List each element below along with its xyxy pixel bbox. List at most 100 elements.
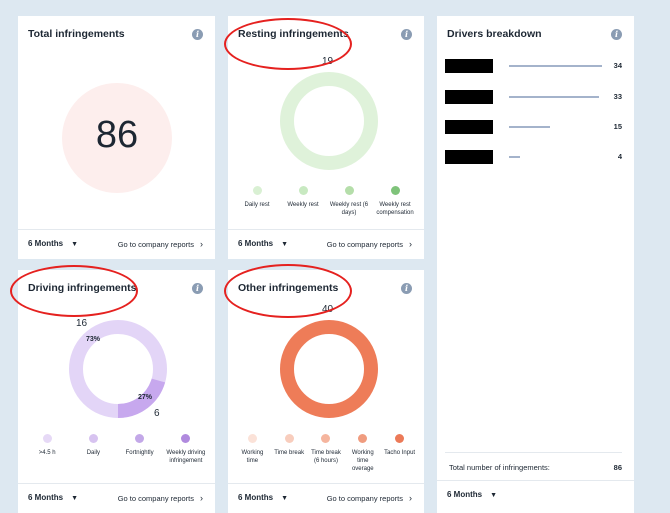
resting-ring <box>280 72 378 170</box>
driver-row[interactable]: 34 <box>445 59 622 73</box>
legend-item: Weekly rest (6 days) <box>327 186 371 217</box>
period-label: 6 Months <box>238 493 274 502</box>
legend-item: Weekly rest <box>281 186 325 217</box>
card-footer: 6 Months ▼ Go to company reports › <box>228 483 424 513</box>
legend-item: Tacho Input <box>383 434 417 473</box>
card-footer: 6 Months ▼ Go to company reports › <box>228 229 424 259</box>
legend-item: Weekly driving infringement <box>164 434 208 465</box>
drivers-breakdown-card: Drivers breakdown i 34 33 15 4 Total num… <box>437 16 634 513</box>
card-title: Total infringements <box>28 28 125 40</box>
caret-down-icon: ▼ <box>71 241 79 248</box>
legend-dot <box>321 434 331 443</box>
info-icon[interactable]: i <box>401 283 412 294</box>
period-dropdown[interactable]: 6 Months ▼ <box>238 239 288 248</box>
driver-value: 15 <box>613 122 622 131</box>
ring-percent-small: 27% <box>138 394 153 401</box>
legend-label: Time break (6 hours) <box>311 450 341 464</box>
caret-down-icon: ▼ <box>281 495 289 502</box>
period-label: 6 Months <box>238 239 274 248</box>
info-icon[interactable]: i <box>192 283 203 294</box>
legend-dot <box>135 434 145 443</box>
report-link-label: Go to company reports <box>326 494 403 503</box>
legend-label: >4.5 h <box>38 450 56 456</box>
chevron-right-icon: › <box>200 493 203 503</box>
legend-dot <box>284 434 294 443</box>
legend-label: Tacho Input <box>384 450 416 456</box>
redacted-driver-name <box>445 120 493 134</box>
legend-item: Daily rest <box>235 186 279 217</box>
driver-value: 34 <box>613 61 622 70</box>
legend-dot <box>42 434 52 443</box>
legend-item: Fortnightly <box>118 434 162 465</box>
annotation-oval-driving <box>10 265 138 317</box>
chevron-right-icon: › <box>200 239 203 249</box>
legend-label: Weekly driving infringement <box>166 450 206 464</box>
driver-value: 33 <box>613 92 622 101</box>
driver-row[interactable]: 15 <box>445 120 622 134</box>
redacted-driver-name <box>445 59 493 73</box>
ring-segment-small <box>117 378 166 418</box>
period-label: 6 Months <box>28 239 64 248</box>
total-divider <box>445 452 622 453</box>
driver-row[interactable]: 33 <box>445 90 622 104</box>
chart-legend: >4.5 h Daily Fortnightly Weekly driving … <box>18 434 215 465</box>
total-label: Total number of infringements: <box>449 463 550 472</box>
card-footer: 6 Months ▼ Go to company reports › <box>18 229 215 259</box>
card-footer: 6 Months ▼ <box>437 480 634 510</box>
legend-item: Time break (6 hours) <box>309 434 343 473</box>
other-ring <box>280 320 378 418</box>
legend-label: Weekly rest compensation <box>376 202 414 216</box>
total-infringements-card: Total infringements i 86 6 Months ▼ Go to… <box>18 16 215 259</box>
driver-bar <box>509 65 602 67</box>
chart-legend: Daily rest Weekly rest Weekly rest (6 da… <box>228 186 424 217</box>
legend-label: Weekly rest (6 days) <box>329 202 369 216</box>
legend-dot <box>344 186 354 195</box>
redacted-driver-name <box>445 90 493 104</box>
company-reports-link[interactable]: Go to company reports › <box>327 493 412 503</box>
driver-bar <box>509 156 520 158</box>
legend-item: Daily <box>71 434 115 465</box>
period-dropdown[interactable]: 6 Months ▼ <box>28 493 78 502</box>
legend-dot <box>298 186 308 195</box>
legend-item: Time break <box>272 434 306 473</box>
report-link-label: Go to company reports <box>326 240 403 249</box>
report-link-label: Go to company reports <box>117 494 194 503</box>
period-dropdown[interactable]: 6 Months ▼ <box>238 493 288 502</box>
ring-count: 16 <box>76 318 88 329</box>
driver-value: 4 <box>617 152 622 161</box>
company-reports-link[interactable]: Go to company reports › <box>327 239 412 249</box>
total-value: 86 <box>95 114 139 156</box>
info-icon[interactable]: i <box>611 29 622 40</box>
legend-dot <box>181 434 191 443</box>
annotation-oval-other <box>224 264 352 318</box>
driver-row[interactable]: 4 <box>445 150 622 164</box>
card-footer: 6 Months ▼ Go to company reports › <box>18 483 215 513</box>
period-label: 6 Months <box>447 490 483 499</box>
legend-label: Daily rest <box>244 202 270 208</box>
legend-item: Working time overage <box>346 434 380 473</box>
period-dropdown[interactable]: 6 Months ▼ <box>28 239 78 248</box>
redacted-driver-name <box>445 150 493 164</box>
legend-label: Fortnightly <box>125 450 154 456</box>
report-link-label: Go to company reports <box>117 240 194 249</box>
legend-dot <box>252 186 262 195</box>
ring-percent-main: 73% <box>86 336 101 343</box>
legend-label: Working time overage <box>351 450 374 472</box>
chevron-right-icon: › <box>409 239 412 249</box>
company-reports-link[interactable]: Go to company reports › <box>118 493 203 503</box>
chevron-right-icon: › <box>409 493 412 503</box>
legend-dot <box>390 186 400 195</box>
legend-dot <box>358 434 368 443</box>
caret-down-icon: ▼ <box>281 241 289 248</box>
annotation-oval-resting <box>224 18 352 70</box>
legend-item: >4.5 h <box>25 434 69 465</box>
company-reports-link[interactable]: Go to company reports › <box>118 239 203 249</box>
period-dropdown[interactable]: 6 Months ▼ <box>447 490 497 499</box>
card-title: Drivers breakdown <box>447 28 542 40</box>
info-icon[interactable]: i <box>192 29 203 40</box>
total-circle <box>62 83 172 193</box>
legend-label: Working time <box>241 450 264 464</box>
info-icon[interactable]: i <box>401 29 412 40</box>
driver-bar <box>509 126 550 128</box>
caret-down-icon: ▼ <box>490 492 498 499</box>
